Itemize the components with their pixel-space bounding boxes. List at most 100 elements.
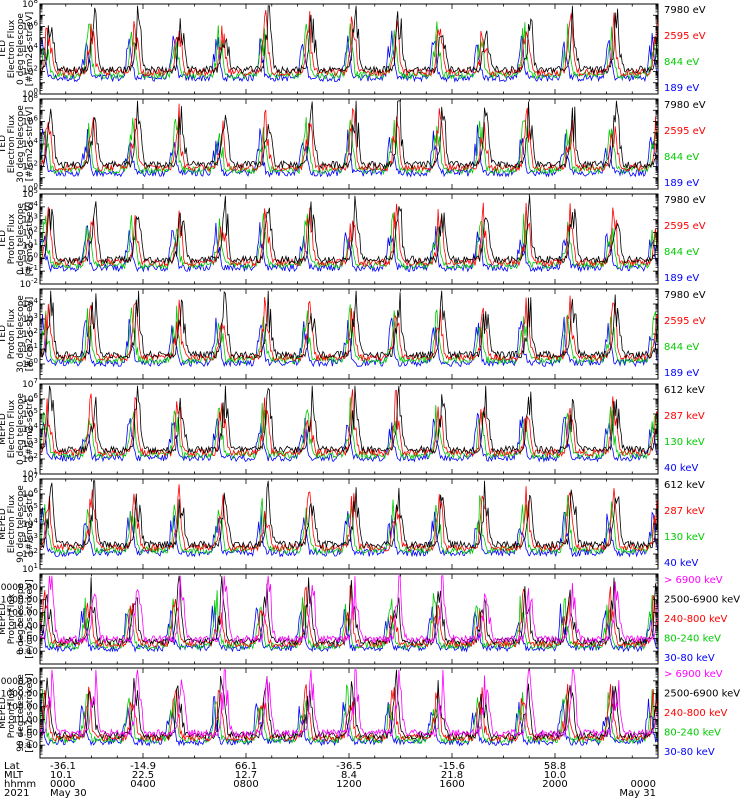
y-axis-label-line: 30 deg telescope: [16, 295, 26, 373]
y-tick-base: 10: [22, 68, 34, 78]
y-tick-base: 10: [22, 520, 34, 530]
y-tick-label: 104: [22, 137, 38, 150]
x-axis-lat-label: 66.1: [235, 761, 257, 772]
y-axis-label-line: MEPED: [0, 508, 8, 540]
y-tick-base: 10: [22, 185, 34, 195]
y-tick-label: 103: [22, 213, 38, 226]
legend-entry: 2595 eV: [664, 126, 706, 137]
y-axis-label-line: TED: [0, 135, 8, 154]
y-axis-label-line: Proton Flux: [7, 213, 17, 264]
y-tick-label: 106: [22, 115, 38, 128]
legend-entry: 7980 eV: [664, 5, 706, 16]
y-tick-exponent: 0: [34, 182, 38, 190]
legend-entry: 287 keV: [664, 506, 705, 517]
legend-entry: 7980 eV: [664, 100, 706, 111]
y-tick-label: 104: [22, 517, 38, 530]
legend-entry: 2500-6900 keV: [664, 689, 740, 700]
legend-entry: 40 keV: [664, 558, 698, 569]
y-tick-base: 10: [22, 95, 34, 105]
trace-7980-eV: [40, 100, 658, 170]
y-tick-exponent: 0: [34, 251, 38, 259]
y-tick-label: 107: [22, 377, 38, 390]
y-axis-label-line: [#/cm2-s-str-eV]: [25, 297, 35, 372]
y-axis-label-line: Proton Flux: [7, 687, 17, 738]
y-axis-label-line: 0 deg telescope: [16, 583, 26, 655]
trace-844-eV: [40, 304, 658, 366]
y-tick-exponent: 3: [34, 312, 38, 320]
y-tick-exponent: 3: [34, 213, 38, 221]
x-axis-row-label: hhmm: [4, 779, 36, 790]
y-axis-label: MEPED Proton Flux 0 deg telescope [#/cm2-s-…: [0, 579, 35, 658]
y-axis-label: TED Proton Flux 30 deg telescope [#/cm2-s-s…: [0, 295, 35, 373]
y-tick-label: 0.10: [18, 647, 38, 657]
y-tick-exponent: 4: [34, 422, 39, 430]
y-axis-label-line: TED: [0, 325, 8, 344]
legend-entry: 612 keV: [664, 385, 705, 396]
y-tick-label: 1.00: [18, 634, 38, 644]
trace-7980-eV: [40, 5, 658, 75]
y-axis-label-line: [#/cm2-s-str]: [25, 399, 35, 459]
y-tick-exponent: 0: [34, 357, 38, 365]
y-tick-exponent: 5: [34, 407, 38, 415]
legend-entry: 30-80 keV: [664, 653, 715, 664]
y-tick-label: 102: [22, 547, 38, 560]
legend-entry: 7980 eV: [664, 290, 706, 301]
trace-30-80-keV: [40, 603, 658, 653]
y-tick-base: 10: [22, 190, 34, 200]
y-axis-label: MEPED Electron Flux 0 deg telescope [#/cm2-…: [0, 393, 35, 465]
y-tick-label: 102: [22, 226, 38, 239]
trace-612-keV: [40, 385, 658, 455]
y-tick-exponent: 3: [34, 532, 38, 540]
trace-844-eV: [40, 21, 658, 81]
legend-entry: 130 keV: [664, 532, 705, 543]
x-axis-hhmm-label: 0000: [50, 779, 75, 790]
x-axis-lat-label: 58.8: [544, 761, 566, 772]
trace-240-800-keV: [40, 683, 658, 743]
x-axis-hhmm-label: 0400: [130, 779, 155, 790]
y-axis-label-line: Electron Flux: [7, 494, 17, 553]
x-axis-mlt-label: 8.4: [341, 770, 357, 781]
y-axis-label-line: Electron Flux: [7, 399, 17, 458]
trace-287-keV: [40, 484, 658, 553]
legend-entry: 2500-6900 keV: [664, 595, 740, 606]
y-tick-label: 100: [22, 182, 38, 195]
x-axis-mlt-label: 10.1: [50, 770, 72, 781]
y-tick-label: 105: [22, 502, 38, 515]
y-tick-base: 10: [22, 395, 34, 405]
y-tick-base: 10: [22, 490, 34, 500]
legend-entry: 2595 eV: [664, 221, 706, 232]
y-tick-label: 100: [22, 357, 38, 370]
legend-entry: > 6900 keV: [664, 669, 723, 680]
y-tick-exponent: 2: [34, 65, 38, 73]
y-tick-base: 10: [22, 535, 34, 545]
y-tick-exponent: 1: [34, 467, 38, 475]
panel-8: 0.101.0010.00100.001000.0010000.00MEPEDP…: [0, 667, 740, 759]
y-tick-label: 104: [22, 42, 38, 55]
x-axis-mlt-label: 12.7: [235, 770, 257, 781]
y-tick-base: 10: [22, 315, 34, 325]
trace-2595-eV: [40, 202, 658, 268]
y-axis-label: MEPED Proton Flux 90 deg telescope [#/cm2-s…: [0, 673, 35, 752]
y-axis-label-line: MEPED: [0, 603, 8, 635]
legend-entry: 844 eV: [664, 57, 699, 68]
trace--6900-keV: [40, 669, 658, 739]
y-tick-label: 101: [22, 562, 38, 575]
y-tick-label: 104: [22, 297, 38, 310]
y-tick-base: 10: [22, 565, 34, 575]
y-tick-base: 10: [22, 330, 34, 340]
y-tick-base: 10: [22, 360, 34, 370]
panel-frame: [39, 98, 659, 190]
y-tick-label: 101: [22, 467, 38, 480]
legend-entry: 189 eV: [664, 178, 699, 189]
y-tick-label: 106: [22, 20, 38, 33]
panel-traces: [40, 385, 658, 463]
y-tick-label: 101: [22, 238, 38, 251]
x-axis-row-label: 2021: [4, 788, 29, 799]
x-axis-row-label: Lat: [4, 761, 20, 772]
